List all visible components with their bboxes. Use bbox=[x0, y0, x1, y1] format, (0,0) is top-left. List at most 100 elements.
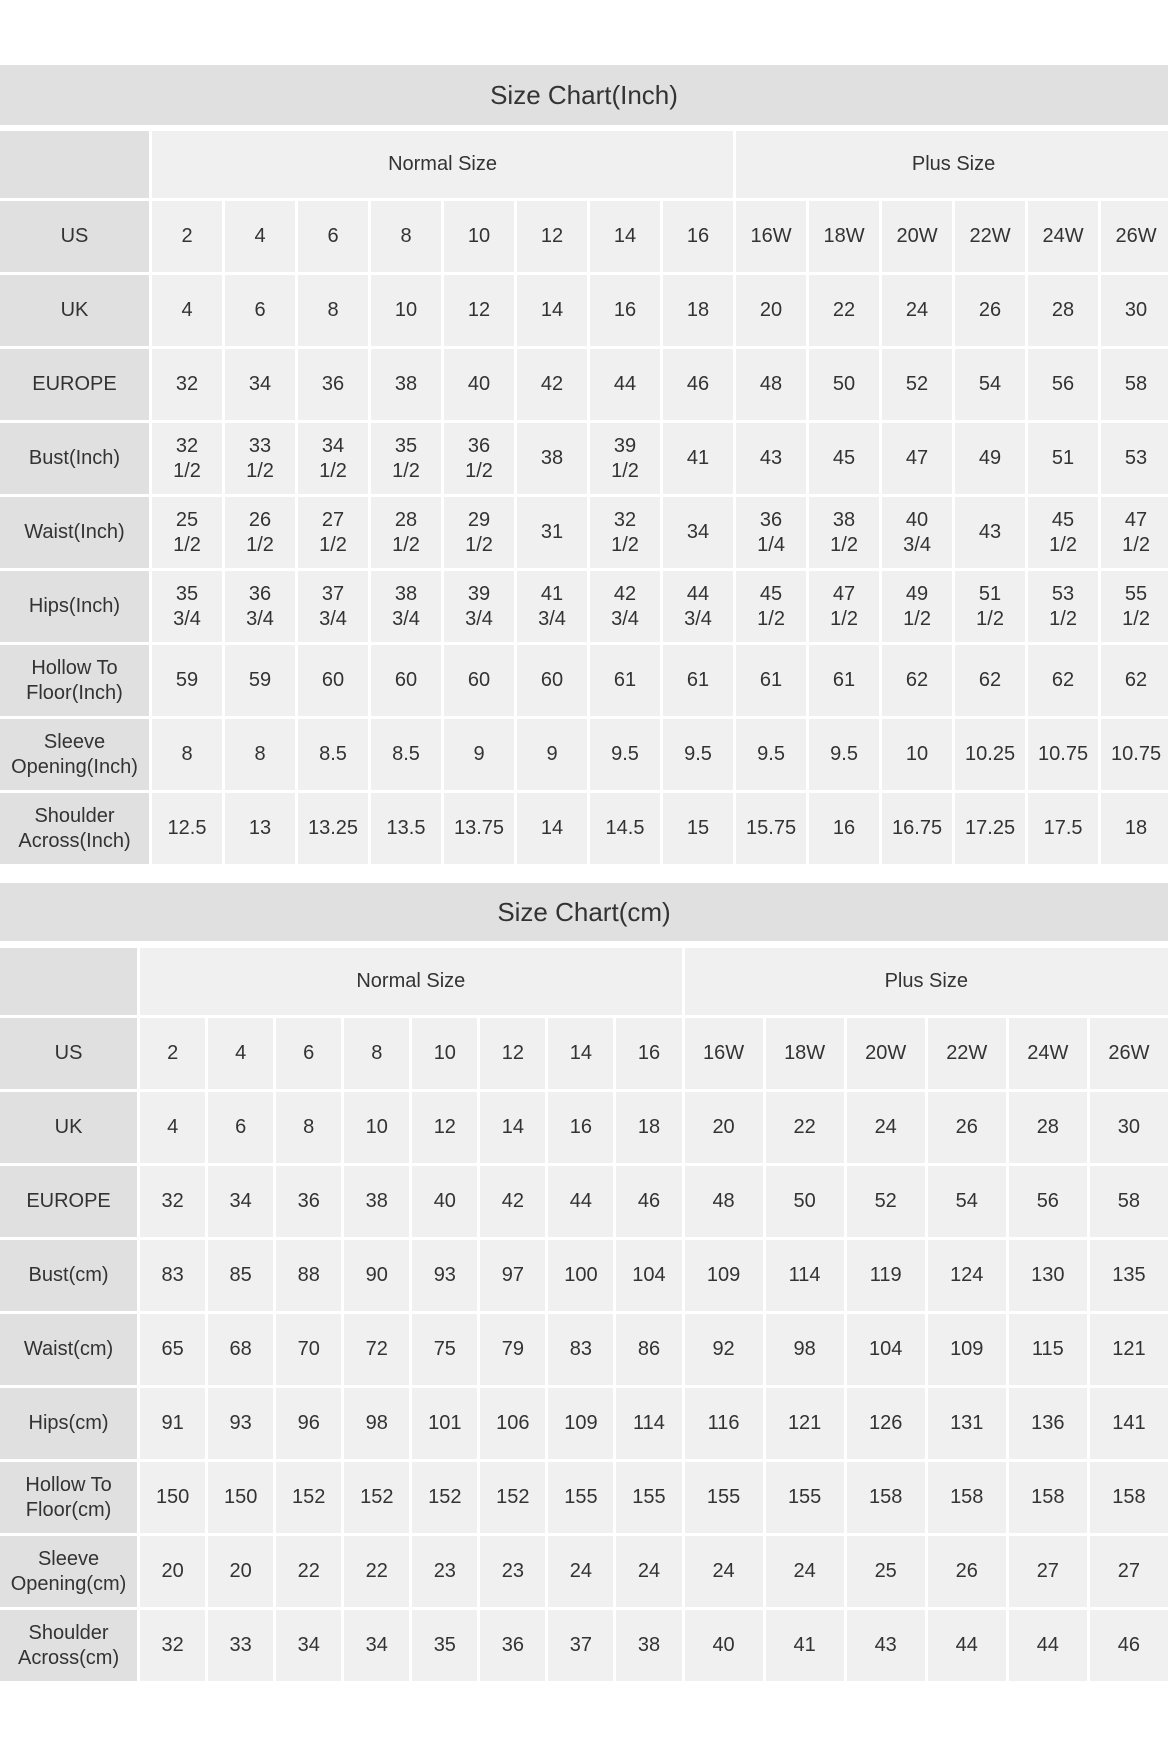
size-value-cell: 58 bbox=[1101, 349, 1168, 420]
row-label: Hips(Inch) bbox=[0, 571, 149, 642]
size-value-cell: 8 bbox=[225, 719, 295, 790]
size-value-cell: 22W bbox=[955, 201, 1026, 272]
size-value-cell: 75 bbox=[412, 1314, 478, 1385]
size-value-cell: 24 bbox=[846, 1092, 925, 1163]
size-value-cell: 34 bbox=[276, 1610, 342, 1681]
size-value-cell: 158 bbox=[846, 1462, 925, 1533]
size-value-cell: 44 bbox=[1008, 1610, 1087, 1681]
row-label: UK bbox=[0, 1092, 138, 1163]
size-value-cell: 26 1/2 bbox=[225, 497, 295, 568]
size-value-cell: 60 bbox=[298, 645, 368, 716]
table-row: Hips(cm) 91 93 96 98 101 106 109 114 116 121 126 131… bbox=[0, 1388, 1168, 1459]
size-value-cell: 12 bbox=[444, 275, 514, 346]
size-value-cell: 83 bbox=[548, 1314, 614, 1385]
size-value-cell: 59 bbox=[152, 645, 222, 716]
size-value-cell: 98 bbox=[765, 1314, 844, 1385]
size-value-cell: 24 bbox=[765, 1536, 844, 1607]
row-label: Sleeve Opening(cm) bbox=[0, 1536, 138, 1607]
inch-size-chart: Size Chart(Inch) Normal Size Plus Size US 2… bbox=[0, 65, 1168, 867]
size-value-cell: 16 bbox=[663, 201, 734, 272]
size-value-cell: 116 bbox=[684, 1388, 763, 1459]
size-value-cell: 42 3/4 bbox=[590, 571, 660, 642]
size-value-cell: 51 bbox=[1028, 423, 1099, 494]
row-label: Hollow To Floor(Inch) bbox=[0, 645, 149, 716]
size-value-cell: 52 bbox=[846, 1166, 925, 1237]
size-value-cell: 26W bbox=[1101, 201, 1168, 272]
corner-cell bbox=[0, 948, 138, 1015]
size-value-cell: 16W bbox=[684, 1018, 763, 1089]
size-value-cell: 104 bbox=[616, 1240, 682, 1311]
size-value-cell: 46 bbox=[1089, 1610, 1168, 1681]
size-value-cell: 24 bbox=[684, 1536, 763, 1607]
size-value-cell: 15.75 bbox=[736, 793, 807, 864]
size-value-cell: 100 bbox=[548, 1240, 614, 1311]
size-value-cell: 18W bbox=[809, 201, 880, 272]
size-value-cell: 13.25 bbox=[298, 793, 368, 864]
table-row: Hollow To Floor(cm) 150 150 152 152 152 152 155… bbox=[0, 1462, 1168, 1533]
size-value-cell: 10 bbox=[882, 719, 953, 790]
size-value-cell: 20 bbox=[684, 1092, 763, 1163]
size-value-cell: 27 bbox=[1089, 1536, 1168, 1607]
size-value-cell: 40 bbox=[412, 1166, 478, 1237]
row-label: Waist(Inch) bbox=[0, 497, 149, 568]
size-value-cell: 65 bbox=[140, 1314, 206, 1385]
size-value-cell: 4 bbox=[208, 1018, 274, 1089]
size-value-cell: 48 bbox=[684, 1166, 763, 1237]
row-label: Bust(cm) bbox=[0, 1240, 138, 1311]
size-value-cell: 38 bbox=[616, 1610, 682, 1681]
size-value-cell: 91 bbox=[140, 1388, 206, 1459]
size-value-cell: 109 bbox=[927, 1314, 1006, 1385]
size-value-cell: 45 bbox=[809, 423, 880, 494]
size-value-cell: 22 bbox=[765, 1092, 844, 1163]
size-value-cell: 44 bbox=[927, 1610, 1006, 1681]
size-value-cell: 38 bbox=[517, 423, 587, 494]
size-value-cell: 38 3/4 bbox=[371, 571, 441, 642]
row-label: US bbox=[0, 1018, 138, 1089]
size-value-cell: 131 bbox=[927, 1388, 1006, 1459]
size-value-cell: 20W bbox=[882, 201, 953, 272]
size-value-cell: 119 bbox=[846, 1240, 925, 1311]
size-value-cell: 18 bbox=[1101, 793, 1168, 864]
size-value-cell: 34 bbox=[208, 1166, 274, 1237]
size-value-cell: 62 bbox=[1101, 645, 1168, 716]
size-value-cell: 47 1/2 bbox=[1101, 497, 1168, 568]
size-value-cell: 34 1/2 bbox=[298, 423, 368, 494]
table-row: EUROPE 32 34 36 38 40 42 44 46 48 50 52 54 56 58 bbox=[0, 1166, 1168, 1237]
size-value-cell: 20 bbox=[140, 1536, 206, 1607]
size-value-cell: 155 bbox=[616, 1462, 682, 1533]
size-value-cell: 150 bbox=[140, 1462, 206, 1533]
row-label: EUROPE bbox=[0, 349, 149, 420]
group-header-row: Normal Size Plus Size bbox=[0, 131, 1168, 198]
row-label: Sleeve Opening(Inch) bbox=[0, 719, 149, 790]
size-value-cell: 39 1/2 bbox=[590, 423, 660, 494]
size-value-cell: 155 bbox=[765, 1462, 844, 1533]
row-label: UK bbox=[0, 275, 149, 346]
size-value-cell: 34 bbox=[225, 349, 295, 420]
size-value-cell: 55 1/2 bbox=[1101, 571, 1168, 642]
size-value-cell: 43 bbox=[846, 1610, 925, 1681]
size-value-cell: 93 bbox=[412, 1240, 478, 1311]
size-value-cell: 135 bbox=[1089, 1240, 1168, 1311]
size-value-cell: 136 bbox=[1008, 1388, 1087, 1459]
size-value-cell: 130 bbox=[1008, 1240, 1087, 1311]
size-value-cell: 109 bbox=[548, 1388, 614, 1459]
size-value-cell: 46 bbox=[616, 1166, 682, 1237]
table-row: Bust(cm) 83 85 88 90 93 97 100 104 109 114 119 124 13… bbox=[0, 1240, 1168, 1311]
size-value-cell: 10 bbox=[412, 1018, 478, 1089]
table-row: UK 4 6 8 10 12 14 16 18 20 22 24 26 28 30 bbox=[0, 1092, 1168, 1163]
size-value-cell: 32 bbox=[140, 1610, 206, 1681]
cm-chart-title: Size Chart(cm) bbox=[0, 883, 1168, 941]
size-value-cell: 56 bbox=[1028, 349, 1099, 420]
size-value-cell: 4 bbox=[152, 275, 222, 346]
size-value-cell: 33 1/2 bbox=[225, 423, 295, 494]
table-row: Sleeve Opening(Inch) 8 8 8.5 8.5 9 9 9.5 9.5 9.5 9… bbox=[0, 719, 1168, 790]
size-value-cell: 6 bbox=[208, 1092, 274, 1163]
cm-size-chart: Size Chart(cm) Normal Size Plus Size US 2 4 6… bbox=[0, 883, 1168, 1684]
size-value-cell: 41 3/4 bbox=[517, 571, 587, 642]
size-value-cell: 23 bbox=[412, 1536, 478, 1607]
size-value-cell: 28 bbox=[1028, 275, 1099, 346]
size-value-cell: 9 bbox=[517, 719, 587, 790]
size-value-cell: 72 bbox=[344, 1314, 410, 1385]
size-value-cell: 36 bbox=[480, 1610, 546, 1681]
size-value-cell: 37 bbox=[548, 1610, 614, 1681]
